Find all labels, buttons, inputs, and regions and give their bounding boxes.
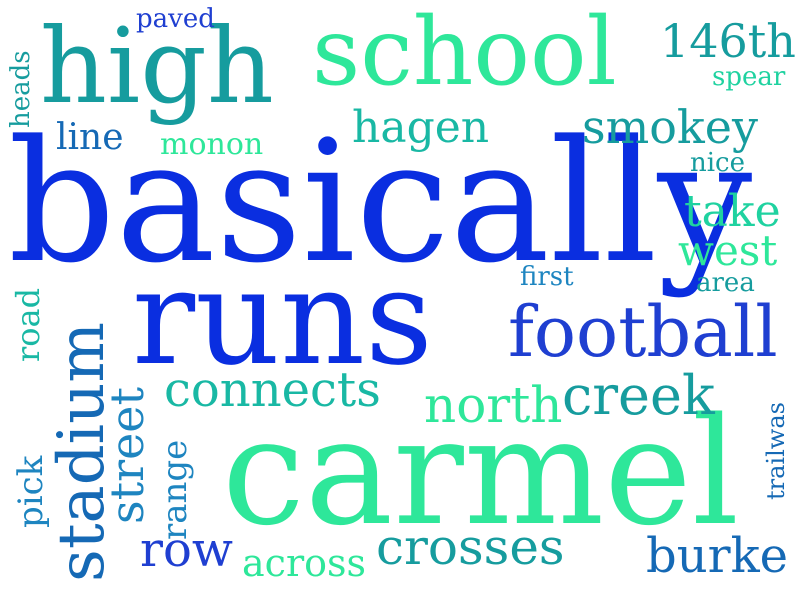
word-146th: 146th: [660, 14, 796, 68]
word-creek: creek: [562, 364, 715, 427]
word-burke: burke: [646, 528, 789, 584]
word-take: take: [684, 186, 781, 237]
word-nice: nice: [690, 148, 746, 178]
word-connects: connects: [164, 362, 381, 418]
word-crosses: crosses: [376, 518, 565, 576]
word-monon: monon: [160, 127, 264, 162]
word-high: high: [40, 5, 274, 127]
word-trailwas: trailwas: [762, 402, 790, 500]
word-football: football: [508, 291, 778, 373]
word-row: row: [140, 522, 233, 578]
word-runs: runs: [132, 241, 433, 395]
word-basically: basically: [8, 104, 753, 300]
word-north: north: [424, 376, 563, 434]
word-hagen: hagen: [352, 102, 490, 153]
word-carmel: carmel: [222, 386, 740, 558]
word-school: school: [312, 0, 617, 107]
word-spear: spear: [712, 62, 786, 92]
word-road: road: [9, 287, 47, 362]
word-paved: paved: [136, 4, 215, 34]
word-smokey: smokey: [582, 100, 759, 154]
word-street: street: [100, 386, 154, 524]
word-pick: pick: [11, 455, 51, 528]
word-across: across: [242, 541, 366, 585]
word-line: line: [56, 117, 124, 158]
word-heads: heads: [6, 50, 36, 128]
word-range: range: [155, 439, 195, 540]
word-west: west: [678, 226, 778, 275]
word-area: area: [696, 268, 755, 298]
word-first: first: [520, 262, 574, 292]
